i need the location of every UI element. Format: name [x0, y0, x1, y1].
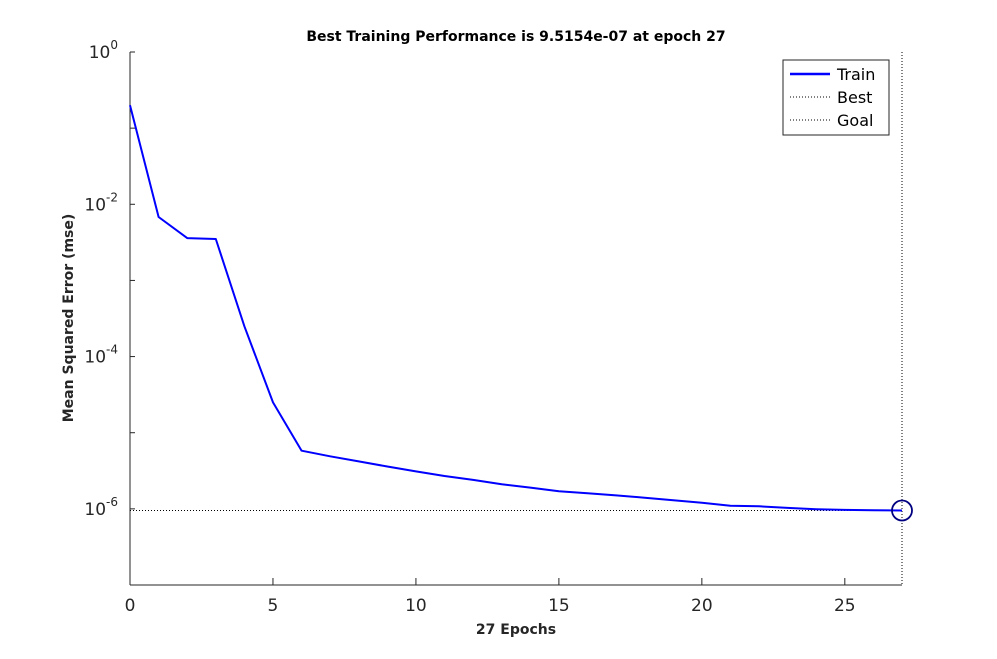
x-tick-label: 25 [834, 596, 856, 616]
legend: Train Best Goal [782, 59, 890, 136]
y-axis-title: Mean Squared Error (mse) [61, 214, 77, 423]
y-tick-label: 100 [89, 38, 118, 63]
legend-label-best: Best [837, 88, 872, 107]
x-tick-label: 5 [268, 596, 279, 616]
x-axis-title: 27 Epochs [476, 622, 556, 638]
legend-label-train: Train [836, 65, 875, 84]
x-tick-label: 10 [405, 596, 427, 616]
y-tick-label: 10-4 [84, 343, 118, 368]
y-tick-label: 10-6 [84, 495, 118, 520]
series-layer [129, 52, 913, 585]
axes: 0 5 10 15 20 25 100 10-2 10-4 10-6 [84, 38, 902, 616]
chart-title: Best Training Performance is 9.5154e-07 … [306, 29, 725, 45]
x-tick-label: 15 [548, 596, 570, 616]
x-tick-label: 0 [125, 596, 136, 616]
legend-label-goal: Goal [837, 111, 873, 130]
y-tick-label: 10-2 [84, 190, 118, 215]
train-series-line [129, 104, 903, 512]
best-marker [891, 499, 913, 522]
legend-box [782, 59, 890, 136]
x-tick-label: 20 [691, 596, 713, 616]
